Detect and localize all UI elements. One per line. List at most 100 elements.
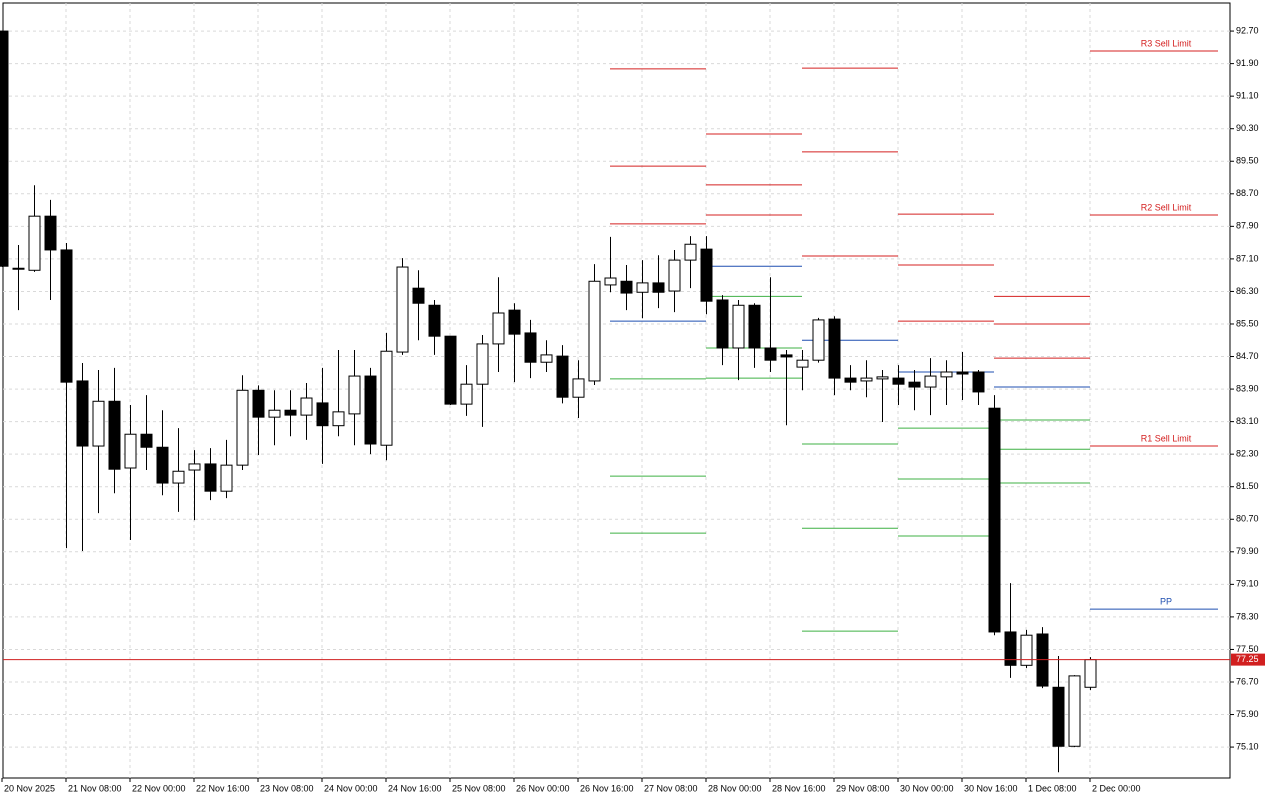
candle-body: [332, 411, 345, 427]
x-tick-label: 26 Nov 16:00: [580, 783, 634, 793]
last-price-label: 77.25: [1236, 654, 1259, 664]
y-tick-label: 87.10: [1236, 253, 1259, 263]
x-tick-label: 30 Nov 00:00: [900, 783, 954, 793]
x-tick-label: 30 Nov 16:00: [964, 783, 1018, 793]
x-tick-label: 22 Nov 00:00: [132, 783, 186, 793]
candle-body: [588, 280, 601, 382]
candle-body: [524, 332, 537, 363]
candle-body: [140, 433, 153, 448]
candle-body: [92, 400, 105, 447]
candle-body: [860, 377, 873, 382]
candle-body: [828, 318, 841, 379]
candle-body: [12, 267, 25, 270]
candle-body: [716, 299, 729, 349]
candle-body: [28, 215, 41, 271]
y-tick-label: 79.10: [1236, 579, 1259, 589]
x-tick-label: 22 Nov 16:00: [196, 783, 250, 793]
candle-body: [316, 402, 329, 427]
candle-body: [508, 309, 521, 335]
x-tick-label: 21 Nov 08:00: [68, 783, 122, 793]
candle-body: [1084, 659, 1097, 688]
candle-body: [476, 343, 489, 385]
y-tick-label: 77.50: [1236, 644, 1259, 654]
y-tick-label: 92.70: [1236, 25, 1259, 35]
y-tick-label: 83.90: [1236, 383, 1259, 393]
candle-body: [284, 409, 297, 416]
x-tick-label: 28 Nov 00:00: [708, 783, 762, 793]
candle-body: [300, 397, 313, 416]
candle-body: [492, 312, 505, 345]
candle-body: [700, 248, 713, 302]
candle-body: [892, 377, 905, 385]
candle-body: [812, 319, 825, 361]
candle-body: [252, 389, 265, 418]
candle-body: [428, 304, 441, 337]
candle-body: [796, 359, 809, 368]
candle-body: [844, 377, 857, 383]
candle-body: [188, 463, 201, 471]
candle-body: [956, 371, 969, 375]
candle-body: [220, 464, 233, 492]
level-label: R2 Sell Limit: [1141, 202, 1192, 212]
candle-body: [412, 287, 425, 304]
candle-body: [268, 409, 281, 418]
candle-body: [908, 381, 921, 388]
plot-frame: [2, 2, 1231, 779]
y-tick-label: 78.30: [1236, 611, 1259, 621]
x-tick-label: 20 Nov 2025: [4, 783, 55, 793]
candle-body: [1004, 631, 1017, 666]
candle-body: [348, 375, 361, 415]
candle-body: [108, 400, 121, 470]
candle-body: [668, 259, 681, 292]
y-tick-label: 85.50: [1236, 318, 1259, 328]
y-tick-label: 75.10: [1236, 741, 1259, 751]
y-tick-label: 91.90: [1236, 58, 1259, 68]
x-tick-label: 2 Dec 00:00: [1092, 783, 1141, 793]
candle-body: [540, 354, 553, 363]
candle-body: [1020, 634, 1033, 666]
y-tick-label: 83.10: [1236, 416, 1259, 426]
candle-body: [636, 282, 649, 293]
candle-body: [444, 335, 457, 405]
candle-body: [60, 249, 73, 383]
x-tick-label: 25 Nov 08:00: [452, 783, 506, 793]
candle-body: [204, 463, 217, 492]
x-tick-label: 24 Nov 00:00: [324, 783, 378, 793]
x-tick-label: 24 Nov 16:00: [388, 783, 442, 793]
candle-body: [156, 446, 169, 484]
candle-body: [0, 30, 9, 267]
y-tick-label: 80.70: [1236, 514, 1259, 524]
candle-body: [380, 350, 393, 446]
level-label: R3 Sell Limit: [1141, 38, 1192, 48]
last-price-box: [1231, 653, 1265, 666]
candle-body: [236, 389, 249, 466]
candle-body: [684, 243, 697, 261]
y-tick-label: 79.90: [1236, 546, 1259, 556]
candle-body: [396, 266, 409, 353]
candle-body: [780, 354, 793, 358]
candle-body: [364, 375, 377, 445]
candle-body: [604, 277, 617, 286]
y-tick-label: 87.90: [1236, 221, 1259, 231]
y-tick-label: 90.30: [1236, 123, 1259, 133]
candle-body: [748, 304, 761, 349]
candle-body: [652, 282, 665, 293]
x-tick-label: 26 Nov 00:00: [516, 783, 570, 793]
y-tick-label: 81.50: [1236, 481, 1259, 491]
candle-body: [124, 433, 137, 469]
candle-body: [1052, 686, 1065, 747]
candle-body: [44, 215, 57, 251]
candle-body: [732, 304, 745, 349]
candle-body: [988, 407, 1001, 633]
y-tick-label: 76.70: [1236, 676, 1259, 686]
x-tick-label: 27 Nov 08:00: [644, 783, 698, 793]
y-tick-label: 86.30: [1236, 286, 1259, 296]
candle-body: [940, 371, 953, 378]
candle-body: [172, 470, 185, 484]
candle-body: [460, 383, 473, 405]
candle-body: [76, 380, 89, 447]
candle-body: [1068, 675, 1081, 747]
candle-body: [764, 347, 777, 361]
